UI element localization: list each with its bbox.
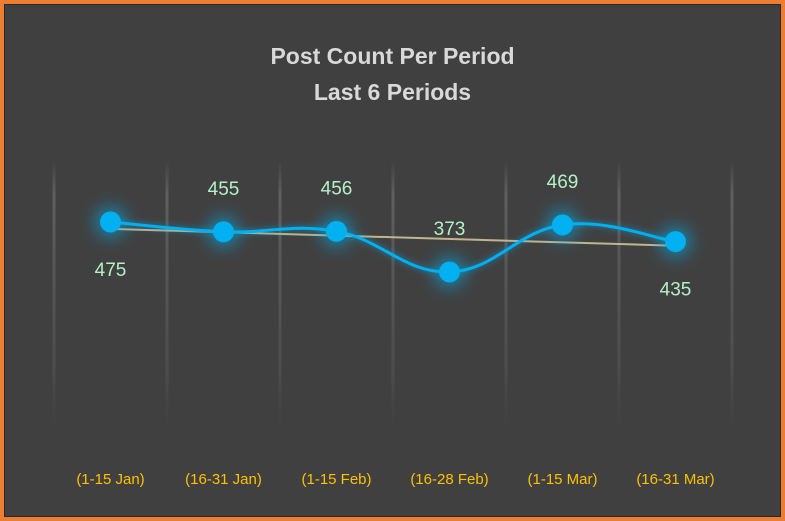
- markers-layer: [94, 206, 692, 288]
- data-point-marker: [326, 220, 347, 242]
- chart-title: Post Count Per Period: [270, 43, 515, 69]
- data-label: 455: [208, 179, 240, 200]
- gridline: [391, 160, 395, 445]
- data-label: 456: [321, 178, 353, 199]
- x-tick-label: (16-28 Feb): [410, 471, 488, 488]
- gridline: [730, 160, 734, 445]
- gridline: [278, 160, 282, 445]
- data-label: 373: [434, 219, 466, 240]
- data-label: 469: [547, 172, 579, 193]
- x-tick-label: (16-31 Mar): [636, 471, 714, 488]
- x-tick-label: (16-31 Jan): [185, 471, 262, 488]
- data-label: 435: [660, 280, 692, 301]
- chart-subtitle: Last 6 Periods: [313, 79, 472, 105]
- data-label: 475: [95, 260, 127, 281]
- gridline: [52, 160, 56, 445]
- vertical-gridlines: [52, 160, 734, 445]
- data-point-marker: [213, 221, 234, 243]
- gridline: [617, 160, 621, 445]
- data-point-marker: [552, 214, 573, 236]
- data-labels-layer: 475 455 456 373 469 435: [95, 172, 692, 301]
- gridline: [504, 160, 508, 445]
- x-axis-labels: (1-15 Jan) (16-31 Jan) (1-15 Feb) (16-28 Fe…: [76, 471, 714, 488]
- data-point-marker: [100, 211, 121, 233]
- x-tick-label: (1-15 Mar): [527, 471, 597, 488]
- x-tick-label: (1-15 Feb): [301, 471, 371, 488]
- data-point-marker: [665, 231, 686, 253]
- data-point-marker: [439, 261, 460, 283]
- x-tick-label: (1-15 Jan): [76, 471, 144, 488]
- gridline: [165, 160, 169, 445]
